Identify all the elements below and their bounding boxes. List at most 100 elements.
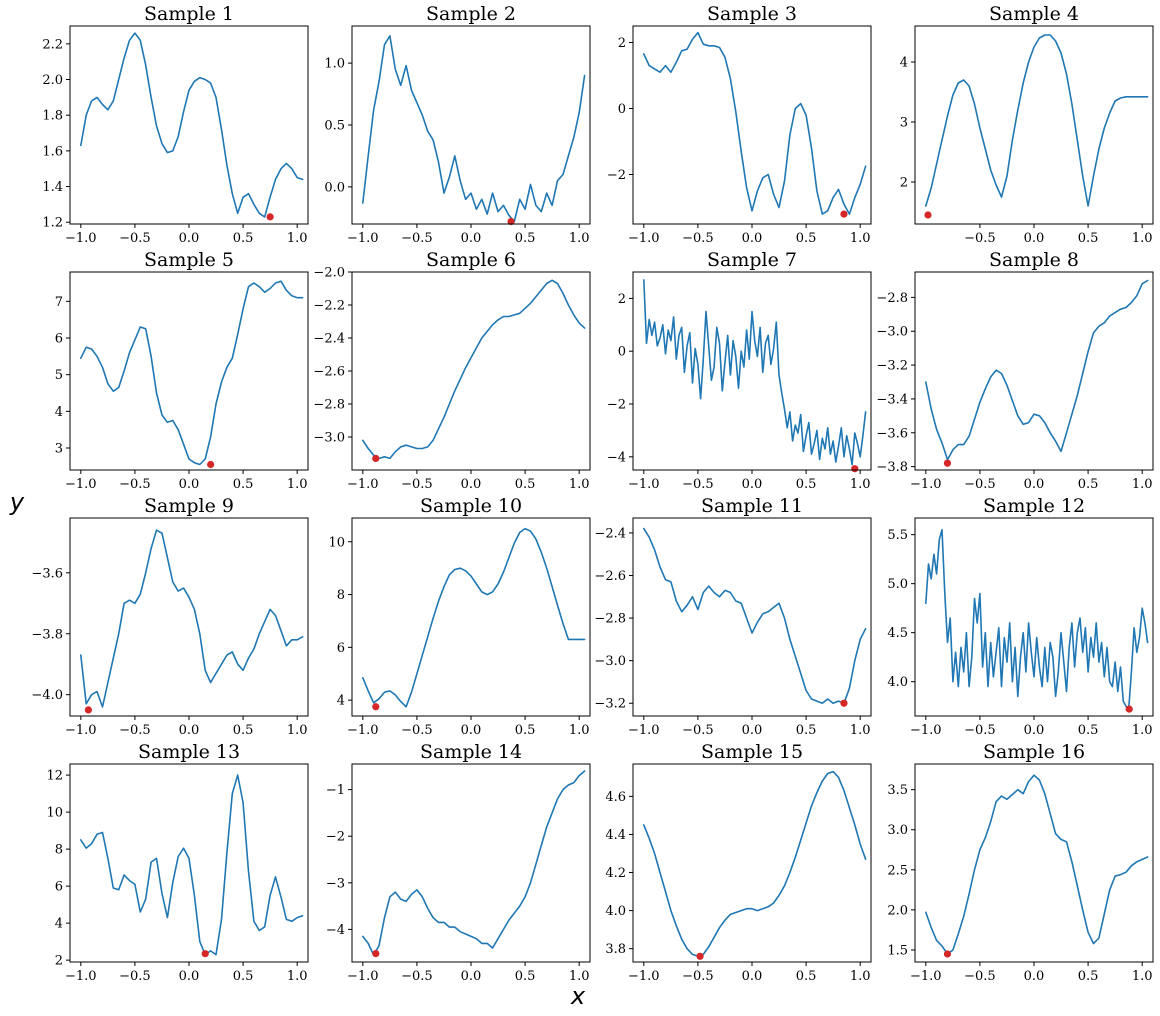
subplot-title: Sample 16 bbox=[983, 741, 1085, 763]
x-tick-label: −1.0 bbox=[65, 969, 97, 984]
x-tick-label: 0.5 bbox=[796, 969, 817, 984]
minimum-point bbox=[924, 211, 932, 219]
y-tick-label: 1.4 bbox=[42, 180, 63, 195]
subplot-11: Sample 11 −1.0 −0.5 0.0 0.5 1.0 −3.2 −3.0 −2.8 −2… bbox=[594, 495, 872, 738]
y-tick-label: −3.8 bbox=[876, 460, 908, 475]
x-tick-label: −1.0 bbox=[347, 231, 379, 246]
series-line bbox=[80, 529, 304, 708]
series-line bbox=[642, 31, 867, 215]
y-tick-label: 4.4 bbox=[605, 828, 626, 843]
x-tick-label: −1.0 bbox=[65, 723, 97, 738]
subplot-title: Sample 11 bbox=[701, 495, 803, 517]
x-tick-label: 0.0 bbox=[742, 723, 763, 738]
x-tick-label: 1.0 bbox=[1132, 231, 1153, 246]
minimum-point bbox=[201, 950, 209, 958]
x-tick-label: −1.0 bbox=[347, 723, 379, 738]
x-tick-label: 1.0 bbox=[850, 969, 871, 984]
x-tick-label: 1.0 bbox=[1132, 723, 1153, 738]
x-tick-label: 0.0 bbox=[742, 477, 763, 492]
subplot-title: Sample 4 bbox=[989, 3, 1079, 25]
series-line bbox=[80, 774, 304, 956]
y-tick-label: −3.0 bbox=[594, 654, 626, 669]
x-tick-label: 0.0 bbox=[461, 477, 482, 492]
y-tick-label: 1.5 bbox=[887, 943, 908, 958]
x-tick-label: −0.5 bbox=[119, 231, 151, 246]
x-tick-label: −1.0 bbox=[628, 969, 660, 984]
x-tick-label: 1.0 bbox=[850, 231, 871, 246]
y-tick-label: −2 bbox=[607, 398, 626, 413]
y-tick-label: −2.2 bbox=[313, 299, 345, 314]
y-tick-label: 2.0 bbox=[42, 73, 63, 88]
x-tick-label: −0.5 bbox=[964, 723, 996, 738]
y-tick-label: −3.0 bbox=[313, 431, 345, 446]
y-tick-label: −4.0 bbox=[31, 688, 63, 703]
x-tick-label: −1.0 bbox=[910, 969, 942, 984]
series-line bbox=[924, 528, 1149, 710]
series-line bbox=[361, 35, 586, 223]
axes-frame bbox=[914, 517, 1154, 717]
y-tick-label: 5.0 bbox=[887, 577, 908, 592]
minimum-point bbox=[207, 460, 215, 469]
x-tick-label: 1.0 bbox=[287, 723, 308, 738]
x-tick-label: 0.0 bbox=[179, 723, 200, 738]
x-tick-label: −0.5 bbox=[401, 723, 433, 738]
y-tick-label: 3 bbox=[900, 116, 908, 131]
subplot-3: Sample 3 −1.0 −0.5 0.0 0.5 1.0 −2 0 2 bbox=[607, 3, 872, 246]
y-tick-label: −2.4 bbox=[313, 332, 345, 347]
minimum-point bbox=[696, 952, 704, 960]
y-tick-label: 4 bbox=[900, 56, 908, 71]
x-tick-label: 0.5 bbox=[233, 723, 254, 738]
x-tick-label: 0.0 bbox=[179, 231, 200, 246]
y-tick-label: 4.0 bbox=[605, 904, 626, 919]
y-tick-label: 0 bbox=[618, 345, 626, 360]
axes-frame bbox=[914, 763, 1154, 963]
x-tick-label: −0.5 bbox=[401, 477, 433, 492]
x-tick-label: −1.0 bbox=[65, 477, 97, 492]
x-tick-label: −0.5 bbox=[964, 477, 996, 492]
x-tick-label: −0.5 bbox=[964, 969, 996, 984]
x-tick-label: −0.5 bbox=[964, 231, 996, 246]
series-line bbox=[924, 34, 1149, 207]
axes-frame bbox=[351, 271, 591, 471]
x-tick-label: −1.0 bbox=[628, 723, 660, 738]
x-tick-label: 1.0 bbox=[850, 477, 871, 492]
subplot-14: Sample 14 −1.0 −0.5 0.0 0.5 1.0 −4 −3 −2 −1 bbox=[326, 741, 591, 984]
y-tick-label: 3.8 bbox=[605, 942, 626, 957]
series-line bbox=[80, 280, 304, 466]
x-tick-label: 1.0 bbox=[569, 969, 590, 984]
series-line bbox=[642, 527, 867, 705]
minimum-point bbox=[943, 459, 952, 467]
y-tick-label: −4 bbox=[326, 923, 345, 938]
y-tick-label: −2.0 bbox=[313, 266, 345, 281]
x-tick-label: 1.0 bbox=[1132, 477, 1153, 492]
y-tick-label: −2.8 bbox=[313, 398, 345, 413]
series-line bbox=[361, 279, 586, 460]
y-tick-label: 12 bbox=[46, 769, 63, 784]
subplot-5: Sample 5 −1.0 −0.5 0.0 0.5 1.0 3 4 5 6 7 bbox=[55, 249, 309, 492]
x-tick-label: −0.5 bbox=[119, 477, 151, 492]
minimum-point bbox=[840, 699, 848, 707]
y-tick-label: 8 bbox=[55, 843, 63, 858]
x-tick-label: 1.0 bbox=[287, 231, 308, 246]
y-tick-label: −3.2 bbox=[876, 359, 908, 374]
x-tick-label: 0.5 bbox=[796, 231, 817, 246]
x-tick-label: −1.0 bbox=[65, 231, 97, 246]
x-tick-label: 0.5 bbox=[1078, 231, 1099, 246]
x-tick-label: −1.0 bbox=[910, 723, 942, 738]
y-tick-label: 2 bbox=[55, 954, 63, 969]
x-tick-label: 1.0 bbox=[569, 231, 590, 246]
y-tick-label: 0.0 bbox=[324, 180, 345, 195]
y-tick-label: 8 bbox=[337, 588, 345, 603]
x-tick-label: 0.5 bbox=[233, 231, 254, 246]
subplot-12: Sample 12 −1.0 −0.5 0.0 0.5 1.0 4.0 4.5 5.0 5.5 bbox=[887, 495, 1154, 738]
figure-xlabel: x bbox=[570, 982, 586, 1010]
series-line bbox=[361, 527, 586, 708]
series-line bbox=[642, 770, 867, 958]
axes-frame bbox=[914, 25, 1154, 225]
y-tick-label: 2.5 bbox=[887, 863, 908, 878]
x-tick-label: −0.5 bbox=[682, 477, 714, 492]
subplot-1: Sample 1 −1.0 −0.5 0.0 0.5 1.0 1.2 1.4 1.6 1.8 2.0… bbox=[42, 3, 309, 246]
subplot-16: Sample 16 −1.0 −0.5 0.0 0.5 1.0 1.5 2.0 2.5 3.0 3.… bbox=[887, 741, 1154, 984]
axes-frame bbox=[351, 763, 591, 963]
y-tick-label: −4 bbox=[607, 450, 626, 465]
